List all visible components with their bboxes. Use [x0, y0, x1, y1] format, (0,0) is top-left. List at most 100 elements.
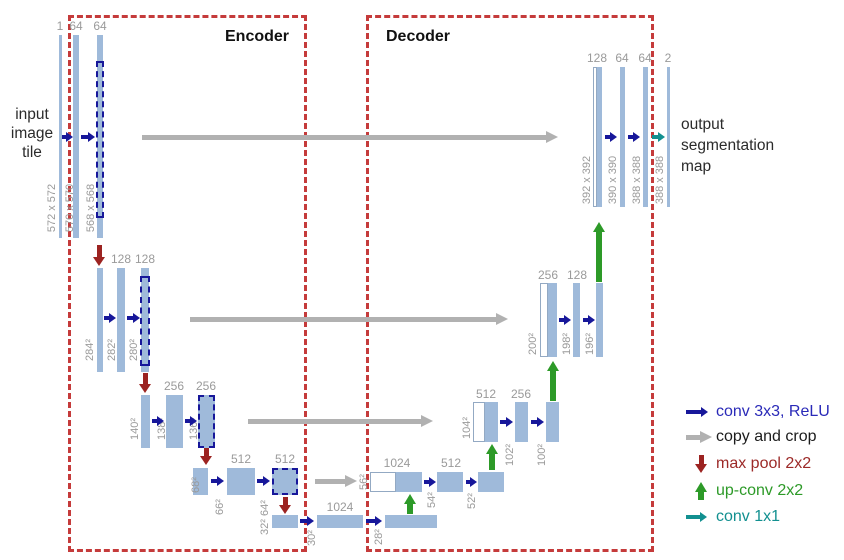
conv-1x1-arrow: [686, 511, 707, 523]
channels-label: 512: [230, 452, 252, 466]
conv-3x3-arrow: [300, 515, 314, 527]
decoder-frame: [366, 15, 654, 552]
caption-line: output: [681, 116, 725, 133]
legend-label: conv 1x1: [716, 508, 781, 525]
legend-label: max pool 2x2: [716, 455, 812, 472]
feature-map: [485, 402, 498, 442]
size-label: 102²: [504, 443, 516, 467]
size-label: 572 x 572: [46, 183, 58, 233]
legend-item-up-conv: up-conv 2x2: [686, 480, 803, 502]
feature-map: [166, 395, 183, 448]
size-label: 388 x 388: [654, 155, 666, 205]
size-label: 200²: [527, 332, 539, 356]
max-pool-arrow: [92, 245, 106, 266]
feature-map: [437, 472, 463, 492]
caption-line: input: [15, 106, 49, 123]
feature-map: [478, 472, 504, 492]
size-label: 280²: [128, 338, 140, 362]
feature-map: [317, 515, 363, 528]
size-label: 284²: [84, 338, 96, 362]
conv-3x3-arrow: [628, 131, 640, 143]
size-label: 390 x 390: [607, 155, 619, 205]
feature-map: [370, 472, 396, 492]
feature-map: [573, 283, 580, 357]
feature-map: [227, 468, 255, 495]
legend-item-copy-and-crop: copy and crop: [686, 426, 817, 448]
feature-map: [473, 402, 485, 442]
size-label: 388 x 388: [631, 155, 643, 205]
encoder-frame: [68, 15, 307, 552]
channels-label: 128: [586, 51, 608, 65]
conv-3x3-arrow: [185, 415, 197, 427]
conv-3x3-arrow: [152, 415, 164, 427]
channels-label: 1: [56, 19, 64, 33]
conv-3x3-arrow: [366, 515, 382, 527]
max-pool-arrow: [278, 497, 292, 514]
channels-label: 256: [537, 268, 559, 282]
copy-and-crop-arrow: [248, 414, 433, 428]
size-label: 56²: [358, 474, 370, 490]
conv-3x3-arrow: [500, 416, 513, 428]
feature-map: [117, 268, 125, 372]
conv-3x3-arrow: [81, 131, 95, 143]
conv-3x3-arrow: [104, 312, 116, 324]
size-label: 52²: [466, 493, 478, 509]
feature-map: [596, 283, 603, 357]
feature-map: [141, 395, 150, 448]
conv-3x3-arrow: [127, 312, 140, 324]
size-label: 64²: [259, 500, 271, 516]
size-label: 66²: [214, 499, 226, 515]
channels-label: 1024: [383, 456, 411, 470]
feature-map: [59, 35, 62, 238]
channels-label: 128: [134, 252, 156, 266]
conv-3x3-arrow: [211, 475, 224, 487]
channels-label: 64: [638, 51, 652, 65]
up-conv-arrow: [546, 361, 560, 401]
conv-3x3-arrow-icon: [686, 401, 716, 423]
max-pool-arrow: [199, 448, 213, 465]
conv-3x3-arrow: [466, 476, 477, 488]
feature-map: [272, 468, 298, 495]
conv-1x1-arrow-icon: [686, 506, 716, 528]
feature-map: [73, 35, 79, 238]
conv-3x3-arrow: [605, 131, 617, 143]
crop-region-outline: [140, 276, 150, 366]
input-caption: input image tile: [5, 105, 59, 162]
output-caption: output segmentation map: [681, 114, 821, 177]
max-pool-arrow: [694, 455, 708, 473]
up-conv-arrow: [485, 444, 499, 470]
caption-line: map: [681, 158, 712, 175]
feature-map: [272, 515, 298, 528]
channels-label: 512: [440, 456, 462, 470]
conv-3x3-arrow: [424, 476, 436, 488]
legend-label: conv 3x3, ReLU: [716, 403, 830, 420]
channels-label: 1024: [326, 500, 354, 514]
feature-map: [620, 67, 625, 207]
size-label: 30²: [306, 530, 318, 546]
max-pool-arrow: [138, 373, 152, 393]
feature-map: [193, 468, 208, 495]
feature-map: [597, 67, 602, 207]
up-conv-arrow: [694, 482, 708, 500]
channels-label: 512: [274, 452, 296, 466]
encoder-title: Encoder: [225, 28, 290, 45]
feature-map: [385, 515, 437, 528]
conv-1x1-arrow: [652, 131, 665, 143]
copy-and-crop-arrow: [315, 474, 357, 488]
channels-label: 512: [475, 387, 497, 401]
legend-item-max-pool: max pool 2x2: [686, 453, 811, 475]
feature-map: [140, 268, 150, 372]
copy-and-crop-arrow: [686, 430, 712, 444]
size-label: 392 x 392: [581, 155, 593, 205]
conv-3x3-arrow: [62, 131, 73, 143]
channels-label: 64: [69, 19, 83, 33]
feature-map: [97, 268, 103, 372]
feature-map: [96, 35, 104, 238]
channels-label: 64: [93, 19, 107, 33]
size-label: 54²: [426, 492, 438, 508]
feature-map: [540, 283, 548, 357]
feature-map: [546, 402, 559, 442]
feature-map: [667, 67, 670, 207]
up-conv-arrow-icon: [686, 480, 716, 502]
